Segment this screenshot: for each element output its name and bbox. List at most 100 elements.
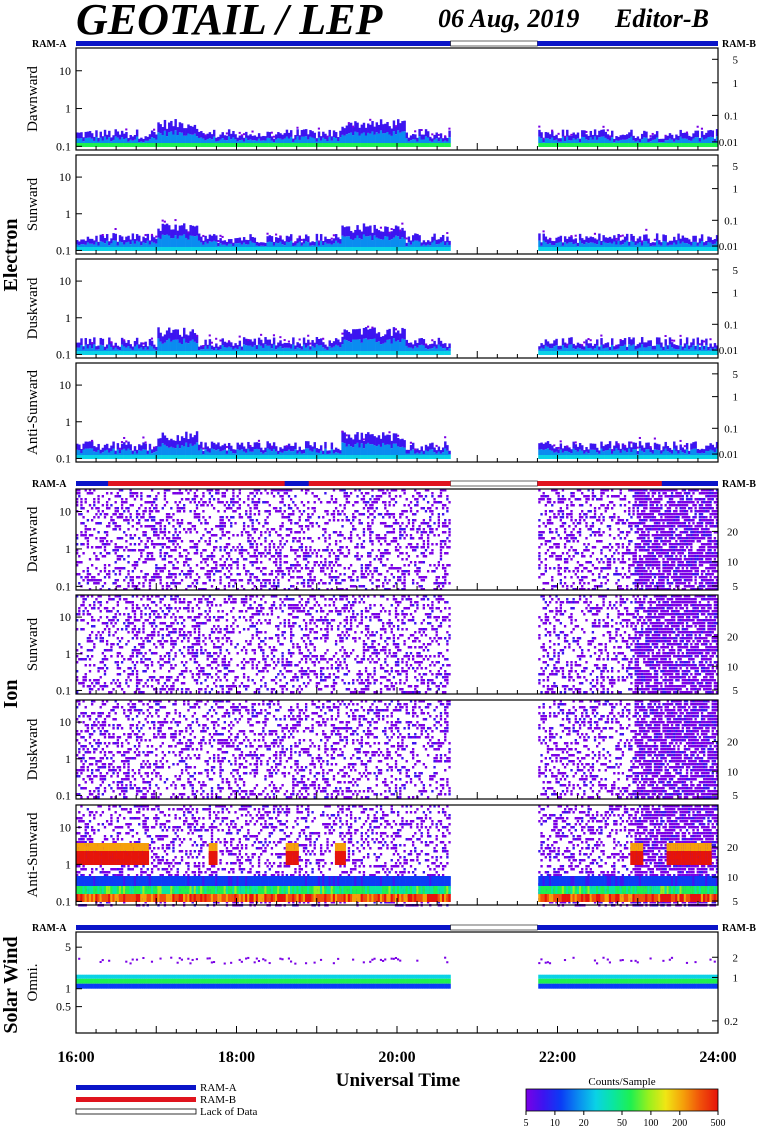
y-right-tick-label: 0.01 (719, 449, 738, 461)
y-tick-label: 0.1 (56, 243, 71, 257)
y-tick-label: 0.1 (56, 139, 71, 153)
ram-bar (76, 40, 718, 47)
y-tick-label: 1 (65, 207, 71, 221)
panel-6: 10 1 0.1 20 10 5 Duskward (25, 699, 739, 802)
panel-8: 5 1 0.5 2 1 0.2 Omni. (25, 931, 739, 1034)
panel-0: 10 1 0.1 5 1 0.1 0.01 Dawnward (25, 47, 739, 153)
colorbar-tick-label: 100 (643, 1118, 658, 1128)
y-tick-label: 10 (59, 820, 71, 834)
colorbar-tick-label: 500 (711, 1118, 726, 1128)
y-tick-label: 1 (65, 102, 71, 116)
colorbar-title: Counts/Sample (588, 1076, 655, 1088)
ram-bar-segment (76, 925, 451, 930)
y-right-tick-label: 0.1 (724, 215, 738, 227)
y-tick-label: 10 (59, 274, 71, 288)
page-title: GEOTAIL / LEP (76, 0, 383, 44)
heatmap-cells (76, 325, 719, 355)
y-tick-label: 10 (59, 505, 71, 519)
legend-label: RAM-A (200, 1082, 237, 1094)
y-right-tick-label: 0.1 (724, 110, 738, 122)
colorbar-tick-label: 50 (617, 1118, 627, 1128)
ram-b-segment (108, 481, 285, 486)
y-right-tick-label: 20 (727, 842, 739, 854)
y-right-tick-label: 2 (733, 952, 739, 964)
colorbar-tick-label: 10 (550, 1118, 560, 1128)
heatmap-cells (76, 219, 719, 251)
legend-lack-swatch (75, 1108, 197, 1115)
panel-label: Sunward (25, 617, 41, 671)
panel-label: Sunward (25, 177, 41, 231)
y-tick-label: 0.1 (56, 894, 71, 908)
y-tick-label: 5 (65, 940, 71, 954)
x-tick-label: 24:00 (699, 1049, 736, 1066)
ram-bar-segment (537, 925, 718, 930)
y-tick-label: 10 (59, 715, 71, 729)
ram-bar (76, 924, 718, 931)
y-right-tick-label: 0.01 (719, 241, 738, 253)
ram-bar-segment (537, 41, 718, 46)
y-right-tick-label: 5 (733, 265, 739, 277)
y-right-tick-label: 0.01 (719, 345, 738, 357)
y-right-tick-label: 10 (727, 557, 739, 569)
date-label: 06 Aug, 2019 (438, 4, 580, 33)
y-right-tick-label: 10 (727, 872, 739, 884)
y-right-tick-label: 10 (727, 766, 739, 778)
colorbar-tick-label: 20 (579, 1118, 589, 1128)
panel-label: Anti-Sunward (25, 812, 41, 897)
heatmap-cells (76, 700, 719, 799)
y-tick-label: 1 (65, 647, 71, 661)
ram-bar-gap (450, 40, 538, 47)
x-tick-label: 20:00 (378, 1049, 415, 1066)
y-right-tick-label: 1 (733, 392, 739, 404)
x-tick-label: 18:00 (218, 1049, 255, 1066)
legend-ram-a-swatch (76, 1085, 196, 1090)
y-right-tick-label: 5 (733, 54, 739, 66)
y-tick-label: 0.1 (56, 683, 71, 697)
group-label: Solar Wind (0, 936, 22, 1033)
colorbar: Counts/Sample 5 10 20 50 100 200 500 (524, 1076, 726, 1128)
y-right-tick-label: 1 (733, 288, 739, 300)
panel-label: Dawnward (25, 66, 41, 132)
y-tick-label: 0.1 (56, 579, 71, 593)
y-right-tick-label: 1 (733, 184, 739, 196)
heatmap-cells (76, 956, 719, 989)
y-tick-label: 10 (59, 610, 71, 624)
y-tick-label: 10 (59, 170, 71, 184)
panel-5: 10 1 0.1 20 10 5 Sunward (25, 594, 739, 697)
panel-2: 10 1 0.1 5 1 0.1 0.01 Duskward (25, 258, 739, 361)
colorbar-tick-label: 200 (672, 1118, 687, 1128)
y-tick-label: 1 (65, 311, 71, 325)
y-tick-label: 0.1 (56, 451, 71, 465)
y-tick-label: 1 (65, 542, 71, 556)
panel-1: 10 1 0.1 5 1 0.1 0.01 Sunward (25, 154, 739, 257)
x-tick-label: 22:00 (539, 1049, 576, 1066)
y-right-tick-label: 5 (733, 790, 739, 802)
ram-left-label: RAM-A (32, 39, 67, 50)
y-right-tick-label: 0.1 (724, 423, 738, 435)
ram-bar-gap (450, 480, 538, 487)
ram-bar (76, 480, 718, 487)
legend-label: Lack of Data (200, 1106, 258, 1118)
group-label: Electron (0, 219, 22, 292)
y-tick-label: 10 (59, 64, 71, 78)
y-tick-label: 0.5 (56, 1000, 71, 1014)
ram-right-label: RAM-B (722, 39, 756, 50)
ram-b-segment (308, 481, 451, 486)
panel-label: Dawnward (25, 506, 41, 572)
heatmap-cells (76, 489, 719, 591)
y-tick-label: 10 (59, 378, 71, 392)
y-right-tick-label: 0.1 (724, 319, 738, 331)
ram-left-label: RAM-A (32, 479, 67, 490)
colorbar-gradient (525, 1088, 719, 1112)
panel-label: Anti-Sunward (25, 370, 41, 455)
y-tick-label: 0.1 (56, 347, 71, 361)
panel-3: 10 1 0.1 5 1 0.1 0.01 Anti-Sunward (25, 362, 739, 465)
y-right-tick-label: 1 (733, 972, 739, 984)
y-right-tick-label: 5 (733, 161, 739, 173)
heatmap-cells (76, 595, 719, 694)
ram-right-label: RAM-B (722, 479, 756, 490)
heatmap-cells (76, 118, 719, 147)
x-axis-title: Universal Time (336, 1070, 460, 1091)
